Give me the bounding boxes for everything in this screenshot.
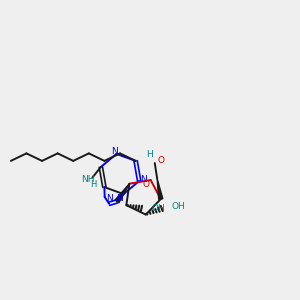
Text: H: H [90, 180, 96, 189]
Text: N: N [116, 194, 123, 203]
Text: OH: OH [172, 202, 185, 211]
Text: OH: OH [151, 204, 165, 213]
Text: H: H [146, 150, 153, 159]
Polygon shape [157, 179, 163, 200]
Text: N: N [106, 194, 112, 203]
Text: O: O [158, 156, 165, 165]
Text: NH: NH [81, 175, 95, 184]
Text: N: N [112, 147, 118, 156]
Text: N: N [140, 176, 147, 184]
Polygon shape [115, 184, 129, 203]
Text: O: O [142, 180, 150, 189]
